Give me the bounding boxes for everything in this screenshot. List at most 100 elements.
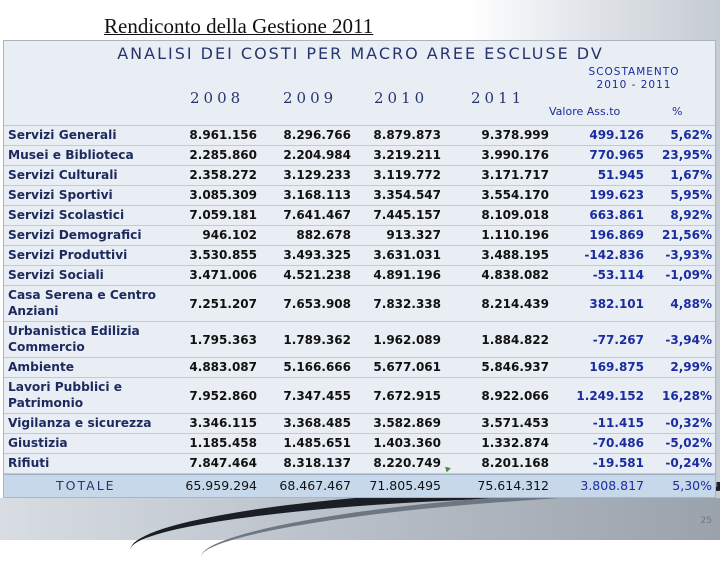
page-number: 25	[700, 516, 712, 526]
scostamento-percent: 5,95%	[670, 188, 712, 202]
value-2009: 8.296.766	[283, 128, 351, 142]
value-2010: 3.631.031	[373, 248, 441, 262]
row-label: Musei e Biblioteca	[8, 148, 134, 162]
value-2010: 8.879.873	[373, 128, 441, 142]
value-2011: 1.884.822	[481, 333, 549, 347]
slide-title: Rendiconto della Gestione 2011	[104, 14, 374, 38]
row-label: Servizi Demografici	[8, 228, 142, 242]
cost-analysis-table: ANALISI DEI COSTI PER MACRO AREE ESCLUSE…	[3, 40, 716, 498]
small-marker-icon	[443, 464, 451, 473]
total-2010: 71.805.495	[369, 478, 441, 493]
row-label: Servizi Scolastici	[8, 208, 125, 222]
value-2008: 1.795.363	[189, 333, 257, 347]
scostamento-period: 2010 - 2011	[596, 79, 672, 91]
scostamento-value: 382.101	[589, 297, 644, 311]
value-2009: 4.521.238	[283, 268, 351, 282]
value-2011: 3.488.195	[481, 248, 549, 262]
row-divider	[4, 377, 715, 378]
value-2008: 3.471.006	[189, 268, 257, 282]
value-2009: 7.653.908	[283, 297, 351, 311]
scostamento-percent: -0,24%	[665, 456, 712, 470]
value-2008: 7.059.181	[189, 208, 257, 222]
scostamento-value: -70.486	[592, 436, 644, 450]
row-label: Giustizia	[8, 436, 68, 450]
value-2009: 3.168.113	[283, 188, 351, 202]
row-label: Servizi Sportivi	[8, 188, 113, 202]
scostamento-percent: -3,94%	[665, 333, 712, 347]
row-divider	[4, 357, 715, 358]
valore-assoluto-header: Valore Ass.to	[549, 105, 621, 118]
value-2008: 7.847.464	[189, 456, 257, 470]
scostamento-percent: -5,02%	[665, 436, 712, 450]
scostamento-value: 169.875	[589, 360, 644, 374]
scostamento-value: -142.836	[584, 248, 644, 262]
value-2011: 8.922.066	[481, 389, 549, 403]
scostamento-value: -77.267	[592, 333, 644, 347]
row-label: Servizi Sociali	[8, 268, 104, 282]
row-label: Ambiente	[8, 360, 75, 374]
value-2009: 3.368.485	[283, 416, 351, 430]
row-divider	[4, 245, 715, 246]
total-scostamento-value: 3.808.817	[580, 478, 644, 493]
row-label: Rifiuti	[8, 456, 50, 470]
scostamento-percent: 8,92%	[670, 208, 712, 222]
year-header-2010: 2010	[374, 89, 429, 107]
row-label: Servizi Generali	[8, 128, 117, 142]
value-2009: 882.678	[296, 228, 351, 242]
row-divider	[4, 321, 715, 322]
value-2008: 2.285.860	[189, 148, 257, 162]
scostamento-value: 1.249.152	[576, 389, 644, 403]
value-2008: 3.085.309	[189, 188, 257, 202]
scostamento-percent: 16,28%	[662, 389, 712, 403]
value-2011: 3.554.170	[481, 188, 549, 202]
value-2008: 7.251.207	[189, 297, 257, 311]
row-label: Casa Serena e Centro Anziani	[8, 288, 156, 318]
scostamento-title: SCOSTAMENTO	[588, 66, 680, 78]
value-2010: 7.672.915	[373, 389, 441, 403]
row-divider	[4, 413, 715, 414]
total-2011: 75.614.312	[477, 478, 549, 493]
bottom-decoration-band	[0, 498, 720, 540]
scostamento-value: 196.869	[589, 228, 644, 242]
table-title: ANALISI DEI COSTI PER MACRO AREE ESCLUSE…	[117, 44, 604, 63]
value-2010: 5.677.061	[373, 360, 441, 374]
row-divider	[4, 265, 715, 266]
value-2009: 3.129.233	[283, 168, 351, 182]
scostamento-percent: 4,88%	[670, 297, 712, 311]
value-2010: 1.962.089	[373, 333, 441, 347]
row-divider	[4, 433, 715, 434]
total-2009: 68.467.467	[279, 478, 351, 493]
row-label: Urbanistica Edilizia Commercio	[8, 324, 140, 354]
value-2009: 1.789.362	[283, 333, 351, 347]
value-2010: 3.119.772	[373, 168, 441, 182]
scostamento-percent: 23,95%	[662, 148, 712, 162]
value-2008: 3.346.115	[189, 416, 257, 430]
value-2011: 1.332.874	[481, 436, 549, 450]
total-row-band	[4, 474, 715, 497]
scostamento-percent: -3,93%	[665, 248, 712, 262]
value-2009: 1.485.651	[283, 436, 351, 450]
scostamento-percent: 2,99%	[670, 360, 712, 374]
year-header-2008: 2008	[190, 89, 245, 107]
year-header-2011: 2011	[471, 89, 526, 107]
value-2008: 1.185.458	[189, 436, 257, 450]
value-2009: 2.204.984	[283, 148, 351, 162]
row-label: Servizi Culturali	[8, 168, 118, 182]
scostamento-value: -53.114	[592, 268, 644, 282]
row-label: Servizi Produttivi	[8, 248, 128, 262]
value-2011: 3.171.717	[481, 168, 549, 182]
value-2009: 5.166.666	[283, 360, 351, 374]
value-2009: 7.347.455	[283, 389, 351, 403]
row-divider	[4, 453, 715, 454]
scostamento-percent: -1,09%	[665, 268, 712, 282]
value-2010: 1.403.360	[373, 436, 441, 450]
scostamento-value: 199.623	[589, 188, 644, 202]
scostamento-percent: -0,32%	[665, 416, 712, 430]
year-header-2009: 2009	[283, 89, 338, 107]
scostamento-value: 51.945	[597, 168, 644, 182]
scostamento-value: -11.415	[592, 416, 644, 430]
value-2008: 2.358.272	[189, 168, 257, 182]
value-2010: 7.445.157	[373, 208, 441, 222]
row-divider	[4, 185, 715, 186]
value-2011: 9.378.999	[481, 128, 549, 142]
